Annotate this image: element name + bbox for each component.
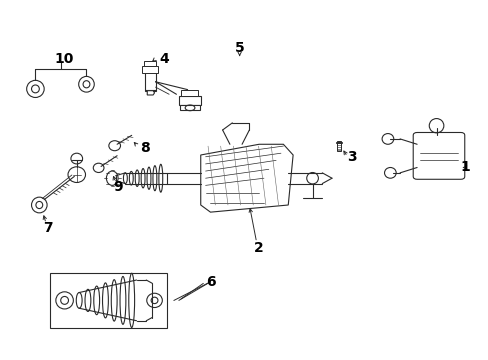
Text: 9: 9 [113, 180, 122, 194]
FancyBboxPatch shape [412, 132, 464, 179]
Text: 10: 10 [55, 51, 74, 66]
Text: 2: 2 [254, 241, 264, 255]
Text: 7: 7 [42, 221, 52, 235]
Bar [142, 66, 158, 73]
Polygon shape [180, 105, 200, 111]
Text: 1: 1 [460, 161, 469, 175]
Polygon shape [201, 144, 292, 212]
Bar [179, 96, 201, 105]
Bar [50, 273, 166, 328]
Text: 5: 5 [234, 41, 244, 55]
Bar [336, 141, 340, 152]
Text: 8: 8 [140, 141, 149, 155]
Text: 6: 6 [205, 275, 215, 289]
Bar [181, 90, 198, 96]
Polygon shape [147, 91, 154, 95]
Bar [144, 71, 155, 91]
Text: 3: 3 [346, 150, 356, 164]
Bar [144, 62, 156, 66]
Text: 4: 4 [159, 51, 169, 66]
